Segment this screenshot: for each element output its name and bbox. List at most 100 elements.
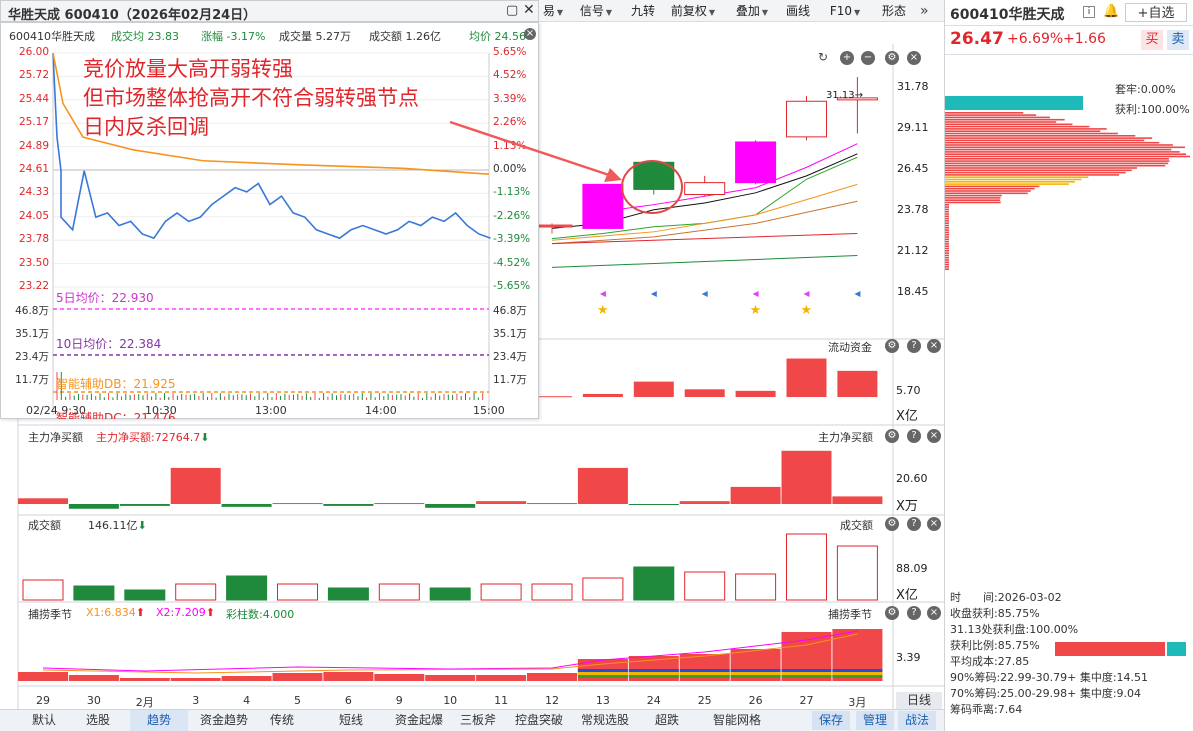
amt-subtitle: 146.11亿⬇ — [88, 519, 147, 532]
bottom-tab-5[interactable]: 短线 — [338, 713, 363, 727]
date-tick: 24 — [646, 694, 661, 707]
bottom-action-1-button[interactable]: 管理 — [856, 711, 894, 730]
toolbar-6-button[interactable]: F10 ▼ — [822, 0, 868, 22]
zoom-out-icon[interactable]: − — [861, 51, 875, 65]
chip-bar — [945, 222, 949, 224]
minute-vol-tick: 23.4万 — [15, 351, 49, 363]
chip-bar — [945, 266, 949, 268]
chip-bar — [945, 139, 1145, 142]
flow-bar — [633, 381, 674, 397]
close-icon[interactable]: × — [927, 606, 941, 620]
help-icon[interactable]: ? — [907, 339, 921, 353]
minute-price-tick: 25.72 — [18, 69, 49, 82]
season-bar — [170, 678, 221, 681]
trapped-label: 套牢:0.00% — [1115, 83, 1176, 96]
season-color-band — [628, 669, 679, 672]
help-icon[interactable]: ? — [907, 429, 921, 443]
close-icon[interactable]: × — [524, 28, 536, 40]
rp-change-pct: +6.69% — [1007, 31, 1064, 47]
minute-price-tick: 25.17 — [18, 116, 49, 129]
settings-icon[interactable]: ⚙ — [885, 429, 899, 443]
bottom-tab-3[interactable]: 资金趋势 — [199, 713, 248, 727]
chip-bar — [945, 268, 949, 270]
sell-button[interactable]: 卖 — [1167, 30, 1189, 50]
chip-bar — [945, 171, 1126, 174]
chip-bar — [945, 213, 949, 215]
chip-bar — [945, 250, 949, 252]
ma10-label: 10日均价：22.384 — [56, 337, 162, 351]
date-tick: 25 — [697, 694, 712, 707]
settings-icon[interactable]: ⚙ — [885, 51, 899, 65]
close-icon[interactable]: × — [927, 517, 941, 531]
bottom-tab-6[interactable]: 资金起爆 — [394, 713, 443, 727]
bell-icon[interactable]: 🔔 — [1103, 4, 1120, 19]
bottom-tab-1[interactable]: 选股 — [85, 713, 110, 727]
bottom-action-2-button[interactable]: 战法 — [898, 711, 936, 730]
chip-bar — [945, 151, 1180, 153]
restore-icon[interactable]: ▢ — [506, 3, 519, 18]
bottom-tab-8[interactable]: 控盘突破 — [514, 713, 563, 727]
chip-bar — [945, 114, 1037, 116]
chip-bar — [945, 153, 1187, 155]
date-tick: 6 — [344, 694, 352, 707]
refresh-icon[interactable]: ↻ — [818, 50, 829, 64]
flow-bar — [735, 390, 776, 397]
right-panel: 600410华胜天成 i 🔔 +自选 26.47 +6.69% +1.66 买 … — [944, 0, 1193, 731]
settings-icon[interactable]: ⚙ — [885, 606, 899, 620]
ma5-label: 5日均价：22.930 — [56, 291, 154, 305]
buy-button[interactable]: 买 — [1141, 30, 1163, 50]
toolbar-7-button[interactable]: 形态 — [874, 0, 914, 22]
help-icon[interactable]: ? — [907, 517, 921, 531]
ma-line — [551, 200, 858, 245]
bottom-tab-2[interactable]: 趋势 — [130, 710, 188, 731]
bottom-tab-10[interactable]: 超跌 — [654, 713, 679, 727]
close-icon[interactable]: × — [907, 51, 921, 65]
minute-avg: 成交均 23.83 — [111, 30, 179, 43]
toolbar-1-button[interactable]: 信号 ▼ — [572, 0, 620, 22]
bottom-tab-0[interactable]: 默认 — [31, 713, 56, 727]
minute-pct-tick: 3.39% — [493, 92, 527, 105]
settings-icon[interactable]: ⚙ — [885, 339, 899, 353]
close-icon[interactable]: × — [927, 339, 941, 353]
toolbar-2-button[interactable]: 九转 — [624, 0, 662, 22]
close-icon[interactable]: × — [927, 429, 941, 443]
net-bar — [476, 501, 527, 504]
main-chart-area: ★ ★ ★ — [17, 22, 944, 709]
net-unit: X万 — [896, 499, 918, 514]
period-button[interactable]: 日线 — [896, 692, 942, 709]
amount-bar — [633, 566, 675, 601]
bottom-action-0-button[interactable]: 保存 — [812, 711, 850, 730]
date-tick: 12 — [545, 694, 559, 707]
main-price-tick: 26.45 — [897, 162, 929, 175]
info-icon[interactable]: i — [1083, 6, 1095, 18]
annotation-line1: 竞价放量大高开弱转强 — [83, 57, 293, 81]
settings-icon[interactable]: ⚙ — [885, 517, 899, 531]
season-color-band — [679, 672, 730, 675]
toolbar-0-button[interactable]: 易 ▼ — [537, 0, 569, 22]
bottom-tab-11[interactable]: 智能网格 — [712, 713, 761, 727]
collapse-icon[interactable]: » — [920, 3, 929, 19]
bottom-tab-9[interactable]: 常规选股 — [580, 713, 629, 727]
add-watchlist-button[interactable]: +自选 — [1125, 3, 1187, 22]
toolbar-4-button[interactable]: 叠加 ▼ — [728, 0, 776, 22]
chip-bar — [945, 263, 949, 266]
help-icon[interactable]: ? — [907, 606, 921, 620]
ma-line — [551, 255, 858, 268]
toolbar-5-button[interactable]: 画线 — [780, 0, 816, 22]
toolbar-3-button[interactable]: 前复权 ▼ — [665, 0, 721, 22]
chip-bar — [945, 220, 949, 222]
toolbar-label: 画线 — [785, 4, 810, 18]
chip-bar — [945, 229, 949, 231]
chip-bar — [945, 215, 949, 218]
season-line-x1 — [42, 633, 858, 674]
minute-price-line — [52, 52, 491, 240]
bottom-tab-4[interactable]: 传统 — [269, 713, 294, 727]
close-icon[interactable]: ✕ — [523, 2, 535, 18]
minute-price-tick: 26.00 — [18, 46, 49, 58]
bottom-tab-7[interactable]: 三板斧 — [459, 713, 496, 727]
season-color-band — [577, 672, 628, 675]
net-bar — [628, 504, 679, 505]
flow-bar — [786, 358, 827, 397]
zoom-in-icon[interactable]: + — [840, 51, 854, 65]
flow-bar — [837, 370, 878, 397]
